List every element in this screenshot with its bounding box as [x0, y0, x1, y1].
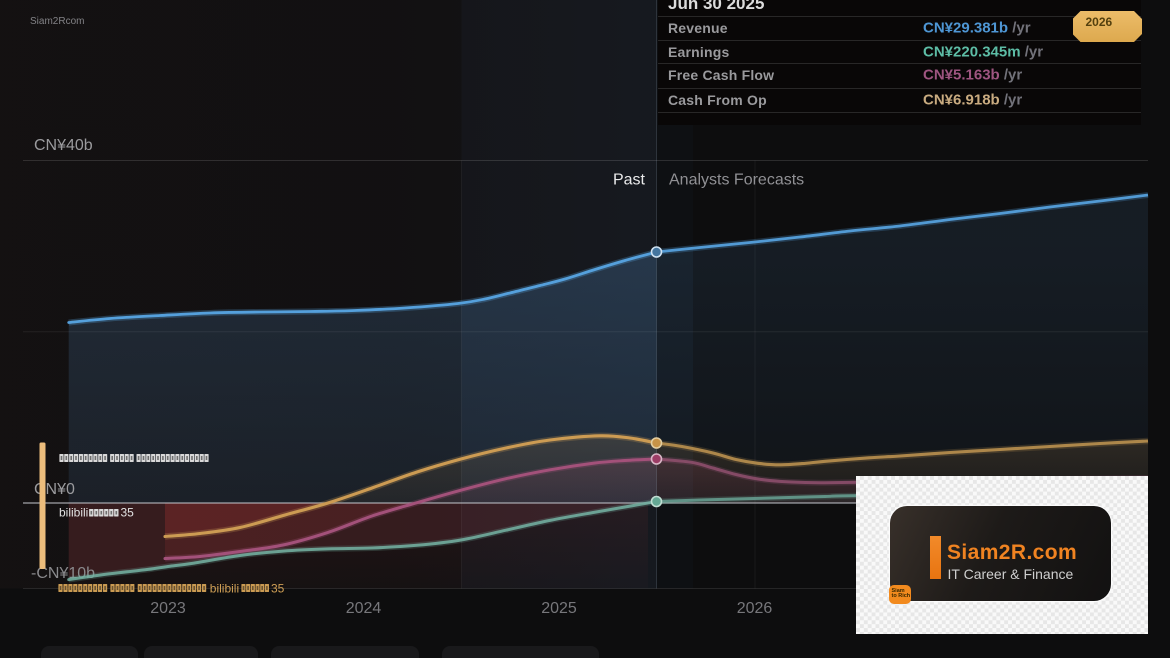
svg-text:bilibili: bilibili: [59, 506, 88, 520]
svg-text:Past: Past: [613, 172, 646, 189]
svg-text:CN¥40b: CN¥40b: [34, 137, 93, 154]
svg-text:bilibili: bilibili: [210, 582, 239, 596]
svg-text:2025: 2025: [541, 600, 577, 617]
svg-text:35: 35: [121, 506, 135, 520]
svg-text:Analysts Forecasts: Analysts Forecasts: [669, 172, 804, 189]
svg-text:2026: 2026: [737, 600, 773, 617]
svg-text:2023: 2023: [150, 600, 186, 617]
svg-text:2024: 2024: [346, 600, 382, 617]
svg-text:35: 35: [271, 582, 285, 596]
